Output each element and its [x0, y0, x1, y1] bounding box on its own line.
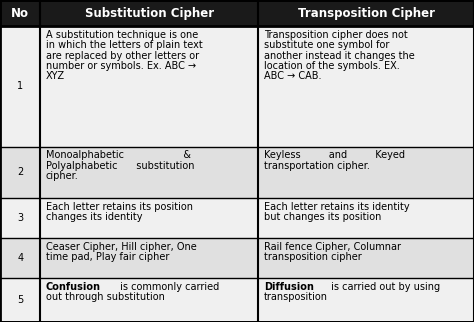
Text: 5: 5 [17, 295, 23, 305]
Text: another instead it changes the: another instead it changes the [264, 51, 415, 61]
Text: location of the symbols. EX.: location of the symbols. EX. [264, 61, 400, 71]
Text: Confusion: Confusion [46, 282, 101, 292]
Text: Substitution Cipher: Substitution Cipher [85, 7, 214, 20]
Text: Each letter retains its identity: Each letter retains its identity [264, 202, 410, 212]
Text: in which the letters of plain text: in which the letters of plain text [46, 41, 203, 51]
Text: 4: 4 [17, 253, 23, 263]
Text: is commonly carried: is commonly carried [117, 282, 219, 292]
Text: Ceaser Cipher, Hill cipher, One: Ceaser Cipher, Hill cipher, One [46, 242, 197, 252]
Bar [0, 238, 474, 278]
Bar [0, 198, 474, 238]
Text: number or symbols. Ex. ABC →: number or symbols. Ex. ABC → [46, 61, 196, 71]
Text: are replaced by other letters or: are replaced by other letters or [46, 51, 199, 61]
Text: cipher.: cipher. [46, 171, 79, 181]
Text: 1: 1 [17, 81, 23, 91]
Text: Rail fence Cipher, Columnar: Rail fence Cipher, Columnar [264, 242, 401, 252]
Bar [0, 147, 474, 198]
Text: substitute one symbol for: substitute one symbol for [264, 41, 390, 51]
Text: but changes its position: but changes its position [264, 212, 382, 222]
Text: Transposition cipher does not: Transposition cipher does not [264, 30, 408, 40]
Bar [0, 0, 474, 26]
Text: Keyless         and         Keyed: Keyless and Keyed [264, 150, 405, 160]
Text: Transposition Cipher: Transposition Cipher [298, 7, 435, 20]
Text: Monoalphabetic                   &: Monoalphabetic & [46, 150, 191, 160]
Text: 3: 3 [17, 213, 23, 223]
Text: transportation cipher.: transportation cipher. [264, 161, 370, 171]
Text: XYZ: XYZ [46, 71, 65, 81]
Text: ABC → CAB.: ABC → CAB. [264, 71, 321, 81]
Text: Diffusion: Diffusion [264, 282, 314, 292]
Bar [0, 278, 474, 322]
Text: transposition: transposition [264, 292, 328, 302]
Text: transposition cipher: transposition cipher [264, 252, 362, 262]
Text: changes its identity: changes its identity [46, 212, 143, 222]
Text: Each letter retains its position: Each letter retains its position [46, 202, 193, 212]
Text: is carried out by using: is carried out by using [328, 282, 440, 292]
Text: No: No [11, 7, 29, 20]
Bar [0, 26, 474, 147]
Text: out through substitution: out through substitution [46, 292, 165, 302]
Text: A substitution technique is one: A substitution technique is one [46, 30, 198, 40]
Text: time pad, Play fair cipher: time pad, Play fair cipher [46, 252, 169, 262]
Text: Polyalphabetic      substitution: Polyalphabetic substitution [46, 161, 194, 171]
Text: 2: 2 [17, 167, 23, 177]
